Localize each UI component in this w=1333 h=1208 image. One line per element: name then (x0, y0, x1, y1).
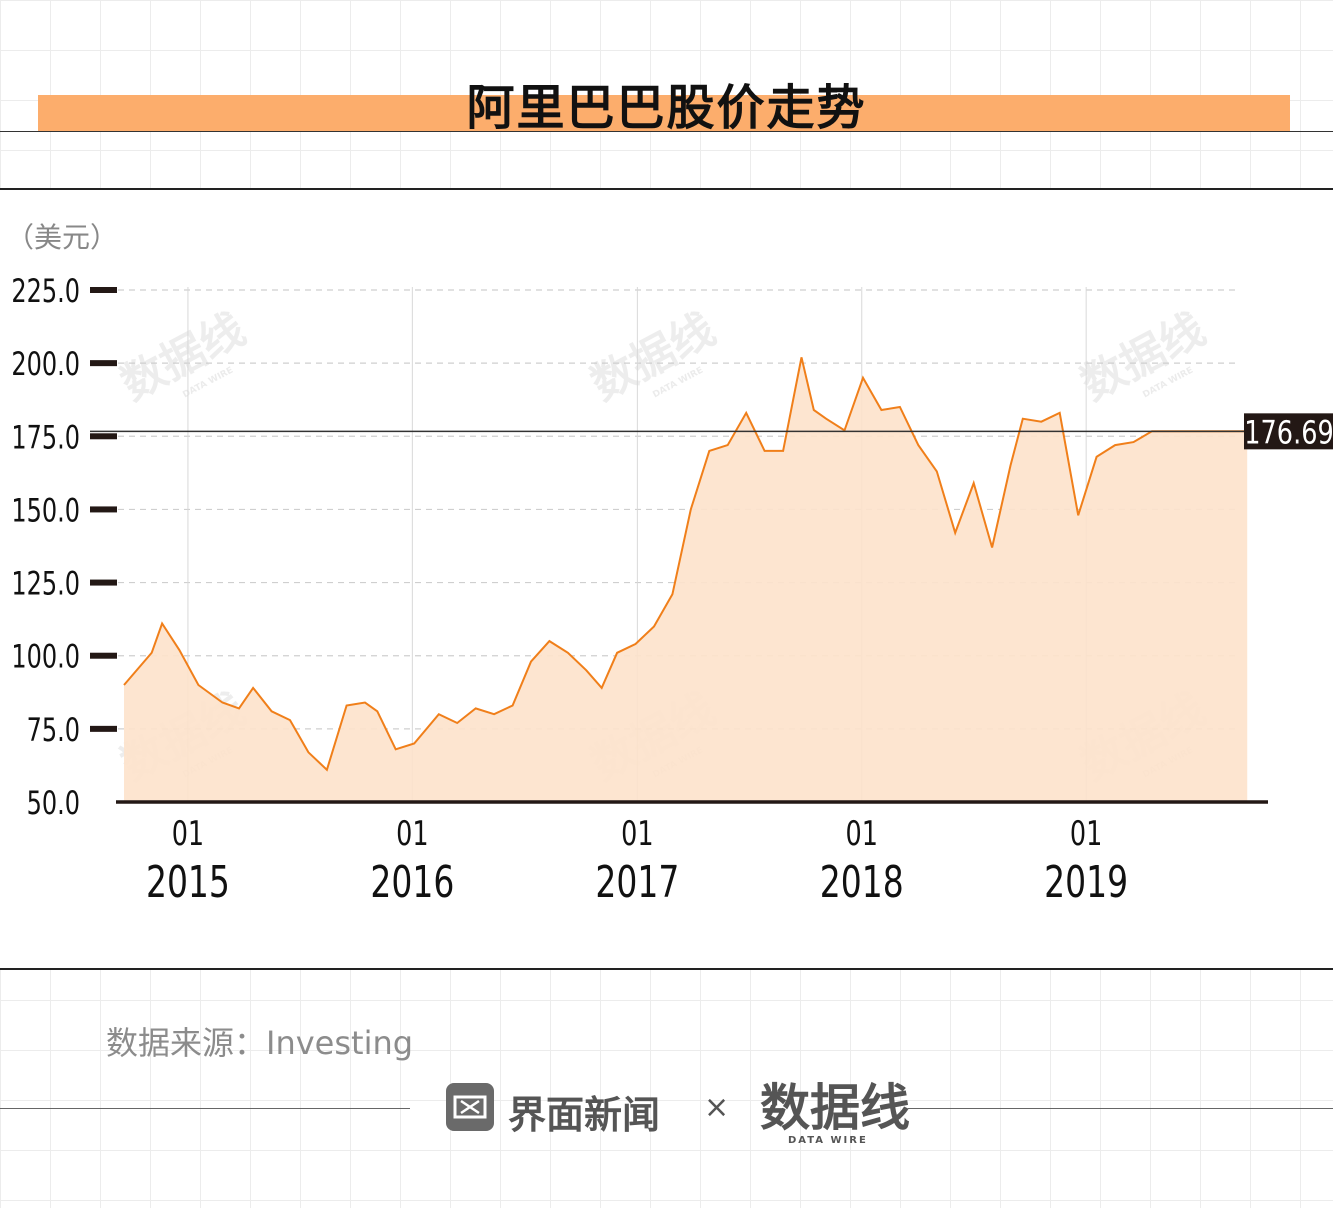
x-tick-year: 2018 (820, 857, 904, 908)
y-tick-mark (90, 652, 117, 659)
x-tick-month: 01 (621, 814, 653, 854)
y-tick-label: 225.0 (11, 273, 80, 310)
brand-name: 界面新闻 (508, 1093, 661, 1137)
title-band (38, 95, 1290, 131)
footer-divider-left (0, 1108, 410, 1109)
y-tick-label: 50.0 (27, 785, 80, 822)
price-area (124, 357, 1248, 802)
chart-title: 阿里巴巴股价走势 (466, 80, 867, 136)
latest-value-label: 176.69 (1244, 414, 1333, 452)
x-tick-year: 2017 (595, 857, 679, 908)
y-tick-label: 125.0 (11, 565, 80, 602)
y-tick-label: 150.0 (11, 492, 80, 529)
price-line (123, 357, 1248, 772)
x-tick-month: 01 (172, 814, 204, 854)
jiemian-logo-glyph (453, 1095, 487, 1119)
y-tick-mark (90, 506, 117, 513)
x-tick-month: 01 (396, 814, 428, 854)
data-source: 数据来源：Investing (106, 1024, 414, 1062)
x-tick-year: 2019 (1044, 857, 1128, 908)
jiemian-logo-icon (446, 1083, 494, 1131)
x-tick-month: 01 (846, 814, 878, 854)
y-tick-mark (90, 725, 117, 732)
latest-value-badge (1244, 413, 1333, 450)
y-tick-mark (90, 433, 117, 440)
x-tick-month: 01 (1070, 814, 1102, 854)
y-axis-label: （美元） (6, 221, 118, 254)
partner-subtitle: DATA WIRE (788, 1135, 868, 1146)
y-tick-mark (90, 360, 117, 367)
y-tick-mark (90, 287, 117, 293)
y-tick-label: 100.0 (11, 638, 80, 675)
x-tick-year: 2016 (370, 857, 454, 908)
partner-logo: 数据线 (760, 1079, 910, 1137)
y-tick-label: 75.0 (27, 711, 80, 748)
x-tick-year: 2015 (146, 857, 230, 908)
y-tick-mark (90, 579, 117, 586)
y-tick-label: 175.0 (11, 419, 80, 456)
y-tick-label: 200.0 (11, 346, 80, 383)
footer-divider-right (908, 1108, 1333, 1109)
title-rule (0, 131, 1333, 132)
brand-separator: × (704, 1090, 730, 1125)
